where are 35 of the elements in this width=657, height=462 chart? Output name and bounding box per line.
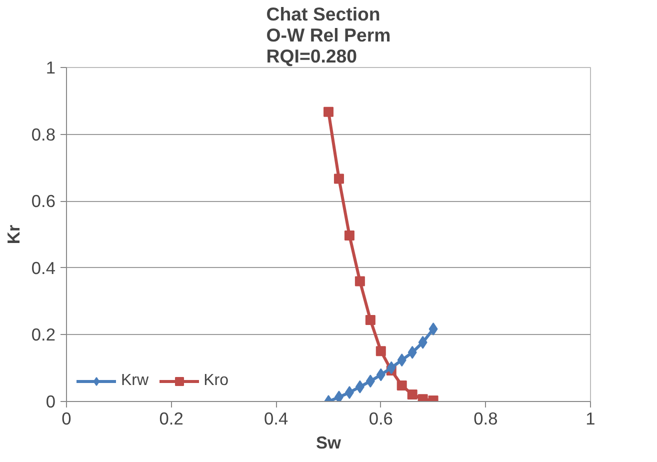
point [344, 230, 354, 240]
legend-label: Kro [204, 372, 228, 390]
point [418, 336, 428, 349]
point [365, 315, 376, 326]
x-tick-label: 0 [62, 408, 72, 428]
x-tick-label: 0.4 [264, 408, 289, 428]
y-tick-label: 0.4 [31, 258, 56, 278]
point [355, 380, 364, 394]
x-axis-title: Sw [316, 432, 342, 452]
point [407, 389, 418, 400]
point [396, 380, 407, 390]
y-tick-label: 0.2 [31, 324, 56, 345]
point [324, 106, 334, 117]
point [376, 368, 386, 382]
x-tick-label: 1 [586, 408, 596, 428]
y-tick-label: 1 [46, 58, 56, 78]
chart-title: Chat Section O-W Rel Perm RQI=0.280 [266, 4, 391, 66]
y-tick-label: 0.6 [31, 191, 56, 212]
point [334, 390, 344, 402]
y-tick-label: 0.8 [31, 124, 56, 144]
point [354, 276, 365, 286]
point [408, 346, 417, 359]
point [386, 361, 396, 374]
x-tick-label: 0.2 [159, 408, 184, 428]
x-tick-label: 0.6 [368, 408, 393, 428]
legend-label: Krw [121, 372, 149, 390]
point [366, 374, 375, 388]
point [344, 386, 354, 399]
point [334, 174, 344, 184]
y-tick-label: 0 [46, 392, 56, 412]
x-tick-label: 0.8 [474, 408, 498, 428]
y-axis-title: Kr [3, 224, 24, 244]
point [428, 322, 438, 336]
point [376, 346, 386, 356]
point [397, 354, 406, 367]
